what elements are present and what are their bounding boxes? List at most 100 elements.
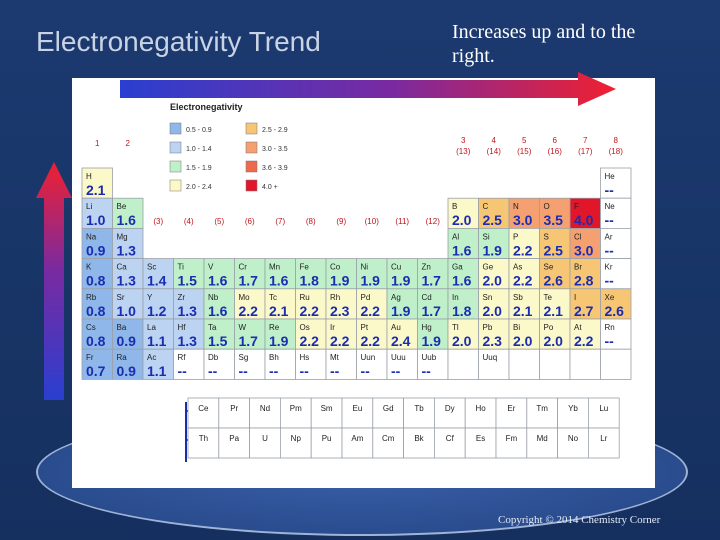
- legend-label: 1.5 - 1.9: [186, 165, 212, 172]
- element-en-value: --: [605, 212, 615, 228]
- element-en-value: 1.8: [452, 303, 472, 319]
- lanthanide-cell: [433, 397, 466, 429]
- actinide-symbol: Np: [291, 434, 302, 443]
- element-cell: [356, 348, 388, 380]
- lanthanide-cell: [557, 397, 589, 429]
- actinide-symbol: Th: [199, 434, 208, 443]
- element-symbol: Ni: [361, 263, 369, 272]
- lanthanide-symbol: Ce: [198, 404, 209, 413]
- element-en-value: 1.9: [391, 273, 411, 289]
- element-cell: [539, 318, 571, 350]
- element-cell: [447, 258, 479, 290]
- element-symbol: Sg: [239, 353, 249, 362]
- element-cell: [508, 288, 540, 320]
- element-symbol: Cd: [422, 293, 432, 302]
- element-symbol: Ba: [117, 323, 127, 332]
- element-symbol: Cr: [239, 263, 248, 272]
- actinide-symbol: Pa: [229, 434, 239, 443]
- element-en-value: --: [605, 182, 615, 198]
- actinide-symbol: Fm: [506, 434, 518, 443]
- element-cell: [386, 318, 418, 350]
- slide-title: Electronegativity Trend: [36, 26, 321, 57]
- element-symbol: Hf: [178, 323, 187, 332]
- element-symbol: Ge: [483, 263, 494, 272]
- element-en-value: 2.2: [330, 333, 350, 349]
- element-en-value: 1.7: [239, 273, 259, 289]
- element-cell: [203, 288, 235, 320]
- element-symbol: Au: [391, 323, 401, 332]
- element-en-value: 0.8: [86, 333, 106, 349]
- element-en-value: 1.7: [239, 333, 259, 349]
- element-symbol: Bh: [269, 353, 279, 362]
- element-symbol: Mt: [330, 353, 340, 362]
- element-symbol: Si: [483, 232, 490, 241]
- element-symbol: Pd: [361, 293, 371, 302]
- element-en-value: 4.0: [574, 212, 594, 228]
- element-cell: [295, 258, 327, 290]
- lanthanide-symbol: Eu: [353, 404, 363, 413]
- element-cell: [417, 288, 449, 320]
- lanthanide-symbol: Pm: [290, 404, 302, 413]
- lanthanide-cell: [526, 397, 558, 429]
- element-en-value: 1.9: [483, 242, 503, 258]
- lanthanide-symbol: Tb: [414, 404, 424, 413]
- element-cell: [112, 197, 144, 229]
- element-en-value: 2.0: [483, 273, 503, 289]
- element-symbol: Kr: [605, 263, 613, 272]
- element-en-value: 2.0: [513, 333, 533, 349]
- element-symbol: In: [452, 293, 459, 302]
- element-symbol: N: [513, 202, 519, 211]
- element-cell: [234, 318, 266, 350]
- element-symbol: Rh: [330, 293, 340, 302]
- group-label: 3: [461, 136, 466, 145]
- element-symbol: Se: [544, 263, 554, 272]
- element-cell: [539, 258, 571, 290]
- element-en-value: 1.6: [208, 303, 228, 319]
- element-symbol: Ag: [391, 293, 401, 302]
- element-en-value: 2.8: [574, 273, 594, 289]
- legend-swatch: [245, 179, 258, 192]
- element-en-value: 1.1: [147, 333, 167, 349]
- element-en-value: --: [605, 273, 615, 289]
- group-label: 8: [614, 136, 619, 145]
- element-symbol: Y: [147, 293, 153, 302]
- element-cell: [478, 288, 510, 320]
- group-label: 5: [522, 136, 527, 145]
- element-en-value: --: [330, 363, 340, 379]
- element-cell: [234, 288, 266, 320]
- trend-caption: Increases up and to the right.: [452, 21, 636, 67]
- element-symbol: Br: [574, 263, 582, 272]
- element-en-value: 1.1: [147, 363, 167, 379]
- element-en-value: 2.2: [300, 333, 320, 349]
- empty-cell: [447, 348, 479, 380]
- element-en-value: --: [208, 363, 218, 379]
- element-cell: [539, 227, 571, 259]
- element-symbol: Li: [86, 202, 92, 211]
- group-label: (14): [487, 147, 502, 156]
- actinide-symbol: No: [568, 434, 579, 443]
- element-symbol: Os: [300, 323, 310, 332]
- legend-swatch: [245, 122, 258, 135]
- element-symbol: Sr: [117, 293, 125, 302]
- lanthanide-symbol: Tm: [536, 404, 548, 413]
- group-label: (18): [609, 147, 624, 156]
- group-label: (8): [306, 217, 316, 226]
- lanthanide-cell: [372, 397, 404, 429]
- group-label: (17): [578, 147, 593, 156]
- actinide-cell: [526, 427, 558, 459]
- lanthanide-symbol: Gd: [383, 404, 394, 413]
- actinide-cell: [218, 427, 251, 459]
- group-label: 1: [95, 139, 100, 148]
- element-symbol: Bi: [513, 323, 520, 332]
- lanthanide-cell: [464, 397, 497, 429]
- element-symbol: Sb: [513, 293, 523, 302]
- element-symbol: B: [452, 202, 457, 211]
- element-symbol: Zr: [178, 293, 186, 302]
- element-symbol: Xe: [605, 293, 615, 302]
- element-en-value: 3.0: [574, 242, 594, 258]
- element-cell: [569, 288, 601, 320]
- group-label: (6): [245, 217, 255, 226]
- lanthanide-cell: [403, 397, 435, 429]
- lanthanide-cell: [218, 397, 251, 429]
- element-cell: [386, 258, 418, 290]
